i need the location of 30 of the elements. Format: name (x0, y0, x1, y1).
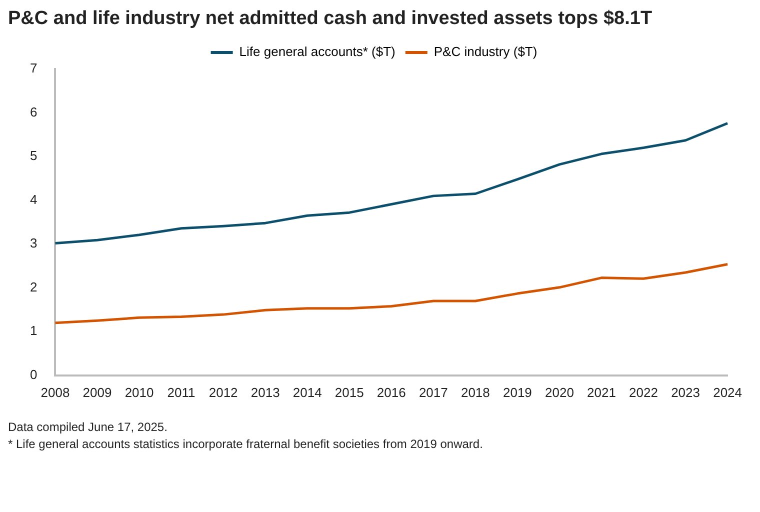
text: Data compiled June 17, 2025. (8, 419, 168, 436)
x-tick-label: 2009 (82, 384, 112, 400)
x-tick-label: 2015 (334, 384, 364, 400)
x-tick-label: 2017 (418, 384, 448, 400)
y-tick-label: 1 (30, 323, 38, 338)
x-tick-label: 2021 (587, 384, 616, 400)
x-tick-label: 2011 (167, 384, 196, 400)
x-tick-label: 2020 (545, 384, 574, 400)
x-tick-label: 2013 (250, 384, 280, 400)
legend-label: P&C industry ($T) (434, 44, 538, 60)
y-tick-label: 4 (30, 192, 38, 207)
y-tick-label: 3 (30, 236, 38, 251)
y-tick-label: 5 (30, 148, 38, 164)
y-tick-label: 0 (30, 366, 38, 382)
x-tick-label: 2014 (292, 384, 322, 400)
x-tick-label: 2022 (629, 384, 658, 400)
y-tick-label: 6 (30, 104, 38, 120)
x-tick-label: 2023 (671, 384, 700, 400)
x-tick-label: 2012 (208, 384, 238, 400)
text: * Life general accounts statistics incorporate fraternal benefit societies from 2019 onward. (8, 436, 484, 453)
x-tick-label: 2018 (460, 384, 490, 400)
x-tick-label: 2010 (124, 384, 154, 400)
x-tick-label: 2016 (376, 384, 406, 400)
legend-label: Life general accounts* ($T) (239, 44, 396, 60)
chart-title: P&C and life industry net admitted cash and invested assets tops $8.1T (8, 8, 654, 30)
x-tick-label: 2008 (40, 384, 70, 400)
y-tick-label: 7 (30, 60, 38, 76)
x-tick-label: 2019 (502, 384, 532, 400)
x-tick-label: 2024 (713, 384, 742, 400)
y-tick-label: 2 (30, 279, 38, 294)
